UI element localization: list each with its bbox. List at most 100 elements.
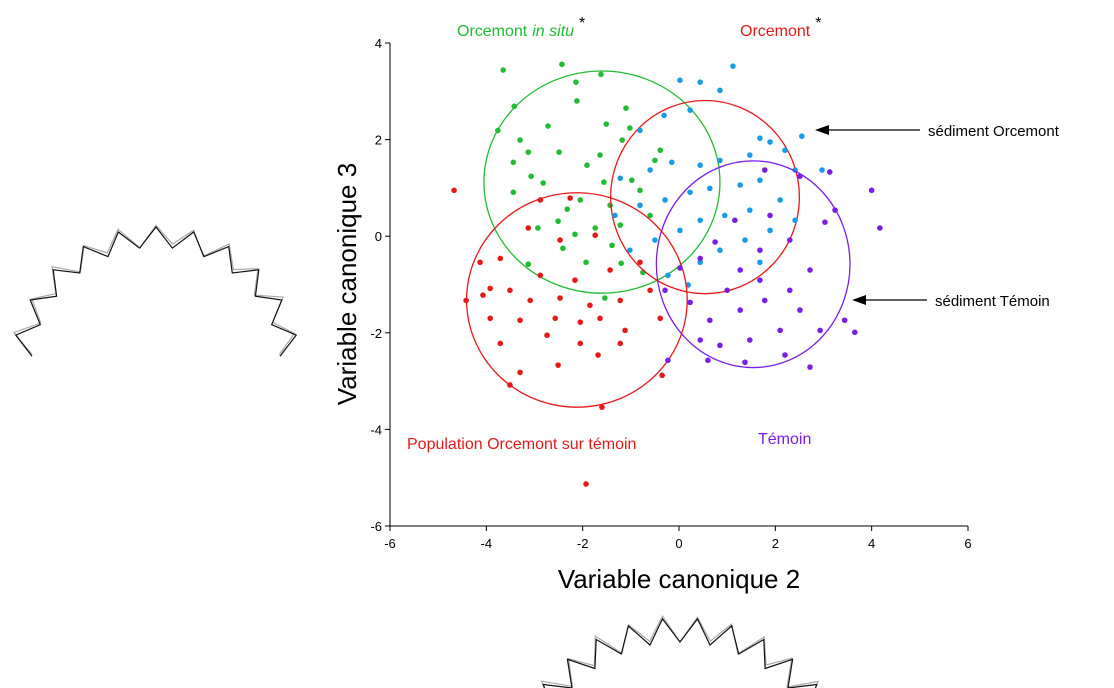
- y-tick-label: 0: [375, 229, 382, 244]
- series-label-part: in situ: [532, 23, 574, 40]
- point: [480, 292, 486, 298]
- point: [537, 272, 544, 279]
- point: [697, 217, 703, 224]
- x-tick-label: -6: [384, 536, 396, 551]
- point: [697, 259, 703, 266]
- point: [757, 177, 763, 183]
- y-tick-label: 4: [375, 36, 382, 51]
- point: [807, 364, 813, 370]
- point: [617, 297, 624, 304]
- point: [662, 287, 668, 294]
- point: [757, 277, 763, 283]
- point: [572, 231, 578, 238]
- point: [601, 179, 607, 185]
- point: [544, 332, 550, 339]
- point: [747, 207, 753, 213]
- point: [623, 105, 629, 112]
- point: [677, 265, 683, 271]
- point: [717, 342, 723, 349]
- x-tick-label: 4: [868, 536, 875, 551]
- series-label-part: Orcemont: [457, 23, 528, 40]
- point: [707, 317, 713, 324]
- annotation: sédiment Orcemont: [928, 123, 1060, 140]
- x-tick-label: -4: [481, 536, 493, 551]
- confidence-ellipse: [465, 192, 688, 408]
- confidence-ellipse: [483, 70, 721, 294]
- point: [495, 127, 501, 134]
- point: [583, 481, 589, 487]
- point: [556, 149, 562, 155]
- point: [757, 259, 763, 266]
- point: [627, 125, 633, 131]
- y-tick-label: -6: [370, 519, 382, 534]
- point: [730, 63, 736, 69]
- point: [747, 337, 753, 343]
- point: [637, 187, 643, 194]
- point: [574, 98, 580, 104]
- point: [617, 340, 624, 347]
- point: [617, 175, 624, 182]
- point: [737, 182, 743, 188]
- point: [587, 302, 593, 309]
- series-label-part: *: [815, 15, 821, 32]
- point: [652, 157, 658, 164]
- point: [687, 299, 693, 306]
- point: [712, 239, 718, 245]
- point: [507, 287, 513, 294]
- series-label-part: Témoin: [758, 431, 811, 448]
- series-label: Orcemont *: [740, 15, 821, 40]
- point: [797, 173, 803, 180]
- x-tick-label: 2: [772, 536, 779, 551]
- point: [487, 315, 493, 322]
- point: [747, 152, 753, 158]
- point: [657, 315, 664, 322]
- point: [819, 167, 825, 173]
- point: [687, 189, 693, 196]
- point: [602, 295, 608, 301]
- point: [767, 139, 773, 145]
- point: [786, 237, 793, 243]
- point: [463, 297, 469, 304]
- point: [792, 217, 798, 224]
- y-tick-label: 2: [375, 133, 382, 148]
- point: [609, 242, 615, 249]
- point: [607, 202, 613, 209]
- point: [528, 173, 534, 180]
- point: [742, 359, 748, 366]
- point: [567, 195, 573, 201]
- point: [652, 237, 658, 243]
- point: [577, 319, 584, 325]
- arrow-head: [815, 125, 829, 135]
- point: [497, 255, 504, 262]
- point: [497, 340, 504, 347]
- point: [668, 159, 675, 166]
- point: [592, 225, 598, 231]
- point: [577, 197, 584, 203]
- point: [618, 260, 624, 267]
- point: [517, 317, 523, 324]
- point: [786, 287, 793, 294]
- point: [661, 112, 667, 119]
- point: [687, 107, 693, 113]
- point: [697, 79, 703, 85]
- point: [637, 127, 643, 134]
- tooth-outline: [14, 226, 298, 357]
- point: [607, 267, 613, 273]
- point: [767, 227, 773, 234]
- point: [552, 315, 559, 322]
- series-label: Témoin: [758, 431, 811, 448]
- point: [595, 352, 601, 358]
- point: [517, 137, 523, 143]
- point: [697, 162, 703, 168]
- point: [637, 202, 643, 209]
- confidence-ellipse: [609, 99, 801, 295]
- point: [662, 197, 668, 203]
- point: [555, 218, 561, 225]
- point: [797, 307, 803, 313]
- point: [564, 206, 571, 212]
- point: [622, 327, 628, 334]
- series-label-part: *: [579, 15, 585, 32]
- point: [757, 247, 763, 254]
- point: [535, 225, 541, 231]
- point: [577, 340, 584, 347]
